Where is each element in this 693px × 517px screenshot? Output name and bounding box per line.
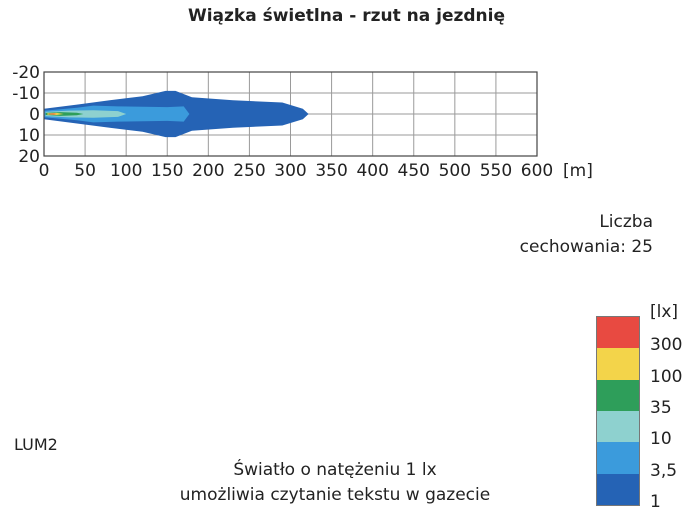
hatch-count-line2: cechowania: 25 <box>519 237 653 257</box>
legend-swatch <box>597 348 639 380</box>
plot-frame <box>43 71 538 157</box>
isolux-layer <box>44 90 309 138</box>
hatch-count: Liczba cechowania: 25 <box>520 210 653 260</box>
x-tick-label: 400 <box>356 161 388 181</box>
isolux-band-10 <box>45 110 127 118</box>
x-tick-label: 250 <box>233 161 265 181</box>
x-tick-label: 550 <box>480 161 512 181</box>
legend-label: 300 <box>650 335 683 356</box>
legend-swatch <box>597 473 639 505</box>
y-tick-label: 20 <box>18 147 40 167</box>
legend-label: 100 <box>650 366 683 387</box>
y-tick-label: -10 <box>12 84 40 104</box>
x-tick-label: 50 <box>74 161 96 181</box>
x-tick-label: 450 <box>398 161 430 181</box>
legend-colorbar <box>596 316 640 506</box>
y-tick-label: -20 <box>12 63 40 83</box>
x-tick-label: 100 <box>110 161 142 181</box>
legend-label: 10 <box>650 429 672 450</box>
x-axis-unit: [m] <box>563 161 593 181</box>
plot-border <box>43 71 538 157</box>
legend-swatch <box>597 411 639 443</box>
legend-swatch <box>597 317 639 349</box>
illuminance-note-line2: umożliwia czytanie tekstu w gazecie <box>179 485 491 505</box>
x-tick-label: 150 <box>151 161 183 181</box>
x-tick-label: 300 <box>274 161 306 181</box>
x-tick-label: 200 <box>192 161 224 181</box>
chart-title: Wiązka świetlna - rzut na jezdnię <box>187 6 506 26</box>
illuminance-note: Światło o natężeniu 1 lx umożliwia czyta… <box>150 458 520 508</box>
legend-swatch <box>597 442 639 474</box>
legend-swatch <box>597 379 639 411</box>
x-tick-label: 500 <box>439 161 471 181</box>
legend-label: 1 <box>650 492 661 512</box>
hatch-count-line1: Liczba <box>599 212 653 232</box>
legend-label: 35 <box>650 398 672 418</box>
x-tick-label: 600 <box>521 161 553 181</box>
isolux-band-300 <box>48 113 58 115</box>
x-tick-label: 0 <box>39 161 50 181</box>
illuminance-note-line1: Światło o natężeniu 1 lx <box>233 460 437 480</box>
y-tick-label: 10 <box>18 126 40 146</box>
beam-plot: 0 50 100 150 200 250 300 350 400 450 500 550 600 [m]-… <box>12 63 593 181</box>
tick-labels: 0 50 100 150 200 250 300 350 400 450 500 550 600 [m]-… <box>12 63 593 181</box>
lamp-label: LUM2 <box>14 435 58 454</box>
legend-label: 3,5 <box>650 460 678 481</box>
x-tick-label: 350 <box>315 161 347 181</box>
y-tick-label: 0 <box>29 105 40 125</box>
legend-unit: [lx] <box>650 302 679 322</box>
